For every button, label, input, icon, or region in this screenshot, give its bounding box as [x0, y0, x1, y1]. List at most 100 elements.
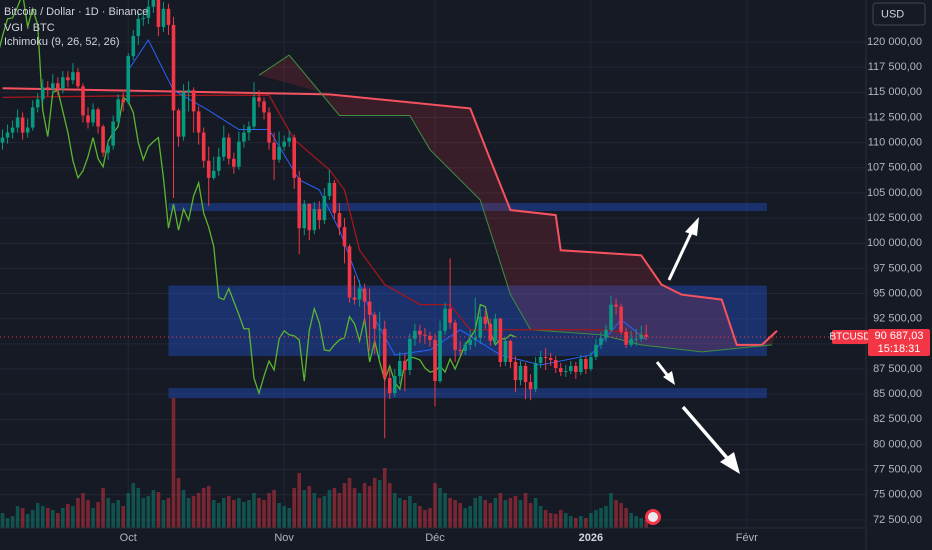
candle-body: [317, 209, 322, 221]
candle-body: [10, 127, 15, 133]
candle-body: [40, 87, 45, 100]
volume-bar: [438, 488, 442, 528]
candle-body: [242, 132, 246, 142]
y-tick-label: 110 000,00: [868, 137, 922, 149]
x-tick-label: 2026: [579, 532, 603, 544]
volume-bar: [398, 498, 402, 528]
volume-bar: [161, 500, 166, 528]
volume-bar: [488, 503, 493, 528]
candle-body: [332, 182, 337, 214]
volume-bar: [267, 493, 271, 528]
volume-bar: [327, 490, 332, 528]
candle-body: [543, 356, 548, 358]
volume-bar: [166, 498, 171, 528]
volume-bar: [216, 503, 221, 528]
candle-body: [30, 107, 35, 128]
candle-body: [448, 308, 452, 323]
candle-body: [312, 209, 317, 231]
volume-bar: [211, 500, 216, 528]
volume-bar: [629, 513, 633, 528]
candle-body: [282, 141, 286, 147]
currency-button[interactable]: [872, 2, 926, 26]
candle-body: [287, 137, 291, 142]
candle-body: [141, 17, 146, 19]
arrow-up: [667, 232, 693, 281]
candle-body: [126, 56, 131, 103]
candle-body: [453, 322, 457, 350]
volume-bar: [403, 500, 407, 528]
candle-body: [418, 330, 422, 335]
volume-bar: [634, 516, 638, 528]
y-tick-label: 85 000,00: [873, 388, 922, 400]
candle-body: [362, 288, 367, 302]
volume-bar: [15, 506, 20, 528]
candle-body: [639, 334, 644, 339]
candle-body: [307, 204, 312, 231]
arrow-head: [720, 452, 740, 474]
volume-bar: [181, 490, 186, 528]
y-tick-label: 115 000,00: [868, 86, 922, 98]
volume-bar: [40, 506, 45, 528]
candle-body: [463, 344, 467, 351]
y-tick-label: 107 500,00: [867, 162, 922, 174]
volume-bar: [468, 506, 473, 528]
y-tick-label: 105 000,00: [867, 187, 922, 199]
volume-bar: [372, 478, 377, 528]
candle-body: [584, 358, 588, 370]
candle-body: [523, 366, 528, 383]
volume-bar: [543, 510, 548, 528]
volume-bar: [337, 493, 342, 528]
candle-body: [337, 213, 342, 228]
volume-bar: [609, 493, 613, 528]
volume-bar: [35, 503, 40, 528]
candle-body: [347, 246, 352, 298]
volume-bar: [624, 508, 628, 528]
candle-body: [518, 366, 523, 381]
volume-bar: [101, 488, 105, 528]
volume-bar: [232, 500, 236, 528]
volume-bar: [302, 490, 307, 528]
candle-body: [111, 121, 115, 146]
volume-bar: [478, 496, 483, 528]
candle-body: [398, 360, 402, 377]
volume-bar: [237, 498, 241, 528]
volume-bar: [528, 503, 533, 528]
candle-body: [634, 338, 638, 340]
candle-body: [232, 158, 236, 167]
volume-bar: [377, 480, 382, 528]
volume-bar: [408, 496, 412, 528]
y-tick-label: 100 000,00: [867, 237, 922, 249]
volume-bar: [91, 508, 95, 528]
volume-bar: [20, 508, 25, 528]
volume-bar: [186, 498, 191, 528]
candle-body: [387, 378, 392, 394]
volume-bar: [594, 510, 598, 528]
candle-body: [106, 145, 110, 153]
volume-bar: [297, 473, 302, 528]
volume-bar: [66, 504, 70, 528]
volume-bar: [0, 513, 5, 528]
candle-body: [61, 77, 65, 89]
candle-body: [614, 304, 618, 307]
candle-body: [267, 112, 271, 143]
candle-body: [227, 137, 231, 159]
candle-body: [423, 334, 427, 336]
indicator-line: [258, 54, 773, 353]
y-tick-label: 77 500,00: [873, 464, 922, 476]
volume-bar: [448, 498, 452, 528]
volume-bar: [614, 500, 618, 528]
volume-bar: [146, 496, 151, 528]
candle-body: [221, 137, 226, 157]
candle-body: [599, 337, 603, 345]
candle-body: [237, 141, 241, 167]
candle-body: [604, 329, 608, 338]
volume-bar: [418, 506, 422, 528]
indicator-line: [2, 94, 647, 336]
volume-bar: [574, 518, 578, 528]
candle-body: [538, 356, 543, 363]
volume-bar: [196, 493, 201, 528]
candle-body: [367, 301, 372, 315]
volume-bar: [277, 503, 281, 528]
zone: [168, 388, 767, 399]
candle-body: [15, 117, 20, 128]
